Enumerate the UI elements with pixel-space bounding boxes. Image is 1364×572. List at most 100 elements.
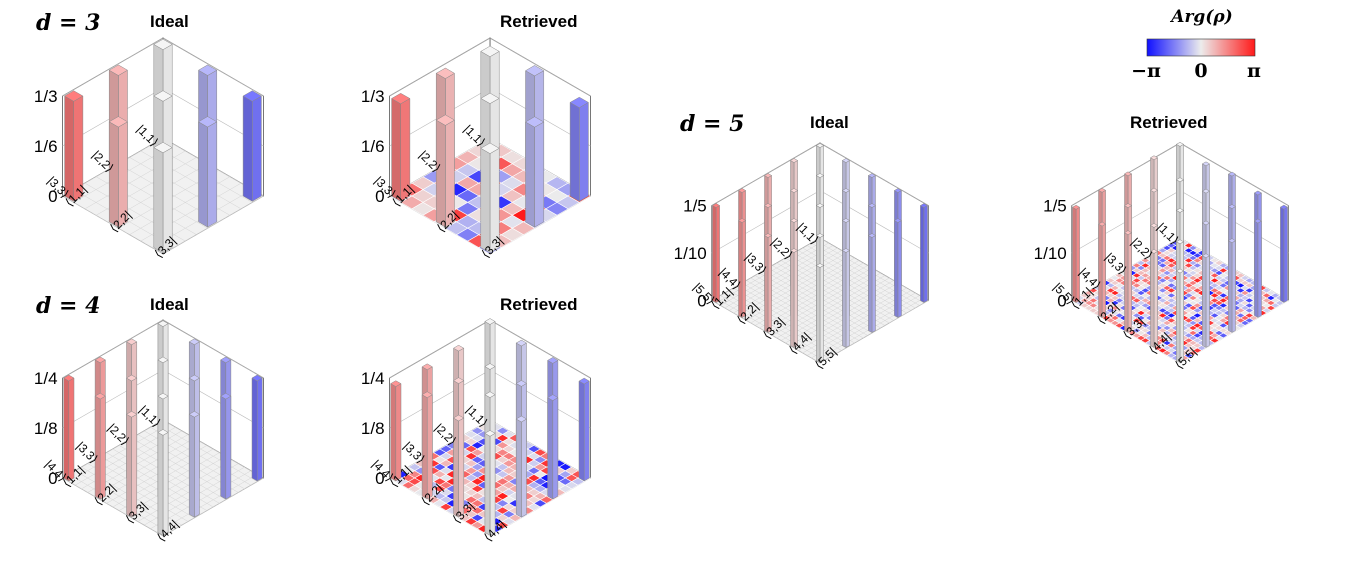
- bar: [789, 248, 799, 348]
- bar-face-top: [63, 374, 75, 382]
- bar-face-right: [426, 394, 433, 500]
- bar-face-right: [845, 250, 850, 348]
- bar: [578, 377, 590, 482]
- bar-face-top: [484, 318, 496, 325]
- bar-face-left: [920, 205, 925, 303]
- z-tick-label: 1/4: [34, 369, 58, 388]
- bar-face-top: [188, 411, 200, 418]
- bar-face-right: [252, 95, 262, 202]
- bar-face-left: [242, 95, 253, 202]
- bar-face-top: [1201, 188, 1210, 194]
- z-tick-label: 1/8: [361, 419, 385, 438]
- bar-face-left: [157, 431, 164, 536]
- bar: [391, 93, 411, 202]
- bar-face-right: [1283, 206, 1288, 303]
- bar-face-top: [841, 218, 851, 223]
- floor-gridline: [162, 477, 264, 537]
- bar-face-right: [897, 220, 902, 318]
- bar-face-left: [126, 413, 132, 518]
- bar-face-top: [893, 188, 903, 193]
- bar-face-top: [1227, 171, 1236, 177]
- bar-face-left: [569, 101, 580, 202]
- bar-face-top: [421, 363, 433, 370]
- bar-face-right: [256, 377, 263, 482]
- bar-face-right: [1075, 206, 1080, 304]
- bar-face-top: [153, 38, 173, 50]
- bar-face-right: [534, 121, 545, 228]
- bar-face-right: [1179, 270, 1184, 363]
- bar-face-right: [1257, 220, 1262, 318]
- heading-d3: d = 3: [36, 10, 100, 36]
- bar-face-top: [547, 394, 559, 401]
- colorbar-max-label: π: [1247, 60, 1261, 82]
- heading-d4: d = 4: [36, 293, 100, 319]
- panel-d5-retrieved: Retrieved01/101/5|1,1⟩|2,2⟩|3,3⟩|4,4⟩|5,…: [1034, 113, 1289, 372]
- panel-d4-ideal: Ideal01/81/4|1,1⟩|2,2⟩|3,3⟩|4,4⟩⟨1,1|⟨2,…: [34, 295, 265, 544]
- z-tick-label: 0: [48, 469, 57, 488]
- bar-face-left: [108, 121, 119, 228]
- panel-title: Retrieved: [500, 12, 577, 31]
- z-tick-label: 1/4: [361, 369, 385, 388]
- bar-face-right: [1153, 250, 1158, 348]
- bar-face-left: [1228, 240, 1233, 333]
- bar-face-top: [1124, 230, 1133, 235]
- z-tick-label: 1/10: [674, 244, 707, 263]
- bar-face-left: [1150, 250, 1155, 348]
- bar-face-left: [764, 235, 769, 333]
- bar: [569, 96, 589, 202]
- bar: [108, 116, 128, 228]
- floor-gridline: [62, 195, 164, 255]
- bar-face-top: [220, 356, 232, 364]
- panel-d4-retrieved: Retrieved01/81/4|1,1⟩|2,2⟩|3,3⟩|4,4⟩⟨1,1…: [361, 295, 592, 544]
- bar-face-top: [764, 203, 773, 208]
- bar: [1201, 253, 1210, 348]
- bar-face-right: [715, 205, 720, 304]
- bar-face-top: [126, 374, 138, 382]
- bar-face-left: [894, 220, 899, 318]
- bar-face-top: [738, 218, 747, 223]
- bar-face-top: [1175, 142, 1185, 147]
- floor-gridline: [162, 195, 264, 255]
- bar: [1175, 268, 1185, 363]
- bar-face-left: [1202, 255, 1207, 348]
- bar-face-top: [1150, 155, 1159, 161]
- bar-face-left: [390, 383, 397, 482]
- bar-face-top: [157, 356, 169, 364]
- bar-face-top: [484, 363, 496, 370]
- panel-d3-retrieved: Retrieved01/61/3|1,1⟩|2,2⟩|3,3⟩⟨1,1|⟨2,2…: [361, 12, 592, 261]
- bar: [126, 411, 138, 518]
- bar: [484, 430, 496, 536]
- bar-face-top: [1227, 204, 1236, 209]
- bar-face-top: [157, 392, 169, 400]
- bar-face-top: [453, 377, 465, 384]
- bar-face-top: [435, 114, 455, 126]
- bar-face-top: [480, 45, 500, 57]
- bar-face-top: [1097, 221, 1107, 227]
- colorbar-title: Arg(ρ): [1169, 7, 1232, 27]
- bar-face-right: [207, 121, 218, 228]
- bar-face-top: [815, 143, 825, 148]
- bar-face-top: [789, 218, 799, 223]
- bar-face-top: [867, 203, 877, 208]
- bar-face-top: [153, 142, 173, 154]
- bar-face-left: [515, 418, 522, 518]
- bar: [1071, 204, 1081, 304]
- bar-face-left: [198, 121, 208, 228]
- bar: [153, 142, 173, 254]
- bar-face-left: [578, 380, 585, 482]
- bar: [815, 263, 825, 363]
- bar-face-top: [480, 142, 500, 154]
- panel-title: Ideal: [150, 12, 189, 31]
- bar-face-left: [188, 413, 195, 518]
- z-tick-label: 0: [375, 469, 384, 488]
- bar-face-top: [108, 64, 128, 76]
- bar-face-top: [64, 90, 84, 102]
- panel-title: Retrieved: [1130, 113, 1207, 132]
- z-tick-label: 1/3: [361, 87, 385, 106]
- z-gridline: [62, 37, 264, 97]
- bar-face-top: [1201, 253, 1210, 259]
- bar: [547, 394, 559, 500]
- bar-face-right: [552, 397, 559, 500]
- z-tick-label: 1/10: [1034, 244, 1067, 263]
- colorbar: Arg(ρ) −π 0 π: [1131, 7, 1261, 82]
